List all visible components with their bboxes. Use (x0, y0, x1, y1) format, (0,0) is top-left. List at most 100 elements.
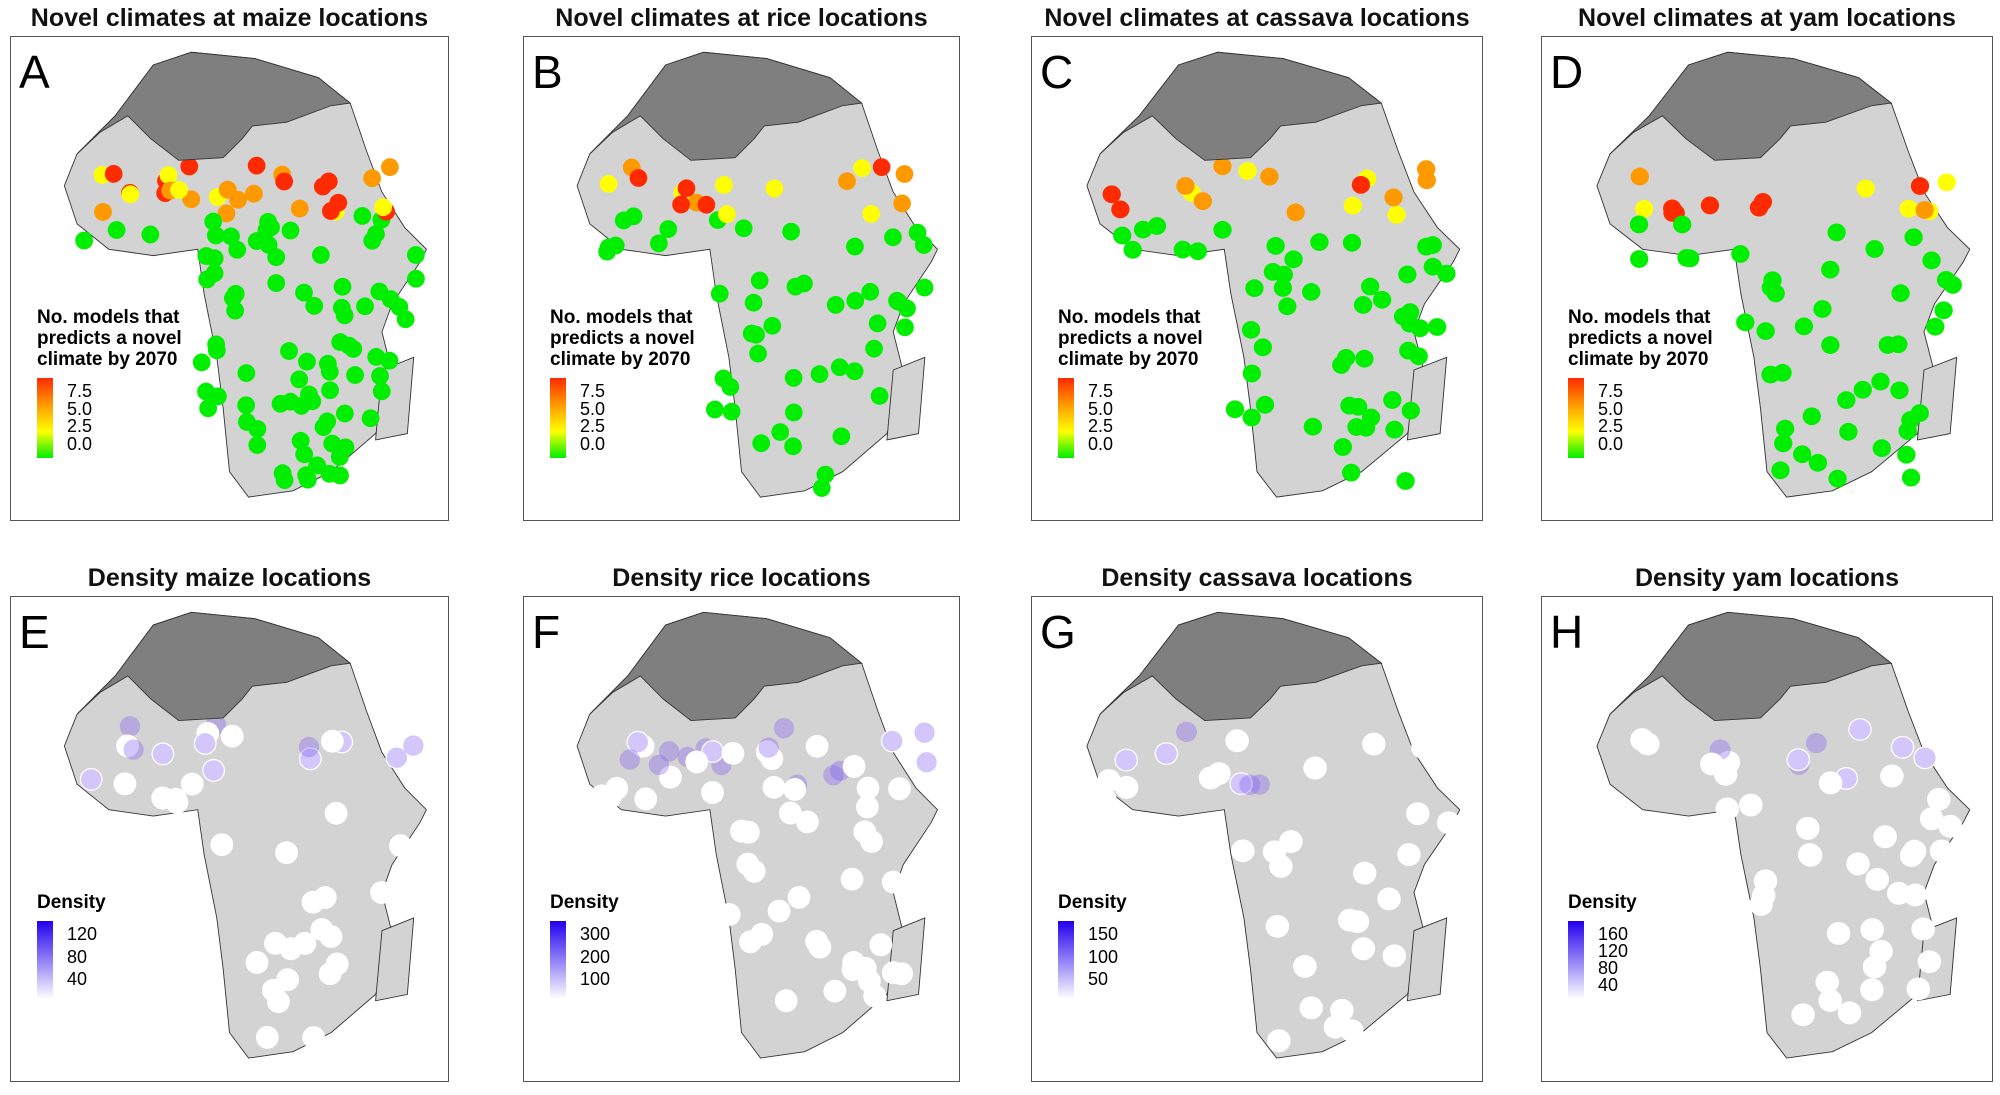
climate-cell (1400, 314, 1419, 333)
legend-tick-label: 2.5 (580, 416, 606, 436)
density-cell (1269, 854, 1293, 878)
climate-cell (830, 358, 849, 377)
climate-cell (915, 278, 934, 297)
climate-cell (267, 248, 286, 267)
legend-tick-label: 0.0 (1598, 433, 1624, 454)
climate-cell (372, 382, 391, 401)
density-cell (1739, 793, 1763, 817)
climate-cell (865, 339, 883, 358)
density-cell (245, 951, 269, 974)
density-cell (298, 747, 322, 771)
climate-cell (1347, 418, 1366, 436)
density-cell (762, 775, 786, 799)
north-africa-region (76, 51, 352, 161)
climate-cell (782, 222, 800, 241)
north-africa-region (1609, 51, 1893, 161)
legend-tick-label: 80 (67, 946, 88, 967)
climate-cell (1351, 175, 1371, 194)
climate-cell (75, 231, 94, 250)
climate-cell (1663, 199, 1682, 218)
legend-tick-label: 50 (1088, 969, 1109, 990)
climate-cell (614, 211, 633, 230)
climate-cell (314, 418, 333, 437)
climate-cell (1872, 439, 1891, 458)
density-cell (1154, 742, 1179, 765)
climate-cell (1775, 419, 1795, 438)
climate-cell (1943, 275, 1962, 294)
climate-cell (1343, 196, 1362, 215)
panel-title: Novel climates at rice locations (555, 4, 928, 32)
density-cell (1751, 884, 1776, 908)
north-africa-region (1099, 611, 1383, 722)
climate-cell (257, 221, 276, 240)
density-cell (1229, 772, 1253, 796)
density-cell (1846, 852, 1870, 876)
climate-cell (889, 292, 908, 311)
density-cell (1791, 1003, 1815, 1027)
climate-cell (291, 431, 310, 450)
climate-cell (1635, 200, 1654, 218)
climate-cell (838, 172, 856, 191)
climate-cell (826, 295, 845, 314)
africa-map (1086, 611, 1461, 1059)
climate-cell (914, 236, 933, 254)
density-cell (1913, 746, 1937, 770)
density-cell (1265, 914, 1290, 938)
density-cell (634, 787, 658, 811)
climate-cell (1865, 240, 1884, 258)
density-hotspot (1175, 721, 1197, 743)
legend-title: climate by 2070 (1568, 349, 1709, 370)
climate-cell (1303, 417, 1323, 436)
density-cell (750, 922, 774, 946)
legend-title: predicts a novel (550, 328, 695, 349)
density-hotspot (882, 730, 903, 752)
climate-cell (318, 354, 337, 373)
density-cell (823, 979, 847, 1003)
density-cell (855, 795, 879, 819)
climate-cell (209, 387, 227, 406)
density-cell (659, 765, 682, 789)
density-cell (774, 989, 798, 1013)
density-hotspot (1248, 774, 1270, 795)
climate-cell (862, 205, 880, 223)
climate-cell (1828, 469, 1847, 488)
panel-letter: A (19, 46, 50, 98)
legend-tick-label: 120 (1598, 941, 1629, 961)
map-panel-a: A No. models that predicts a novel climate … (10, 36, 449, 521)
density-hotspot (1914, 747, 1936, 768)
density-cell (1377, 887, 1401, 911)
density-cell (1947, 889, 1971, 913)
climate-cell (1904, 228, 1923, 247)
density-cell (755, 740, 779, 764)
climate-cell (1794, 317, 1814, 336)
climate-cell (1123, 240, 1142, 259)
climate-cell (335, 404, 354, 423)
density-cell (202, 758, 226, 782)
climate-cell (784, 403, 803, 422)
density-cell (310, 918, 334, 941)
climate-cell (1353, 296, 1373, 314)
density-cell (1837, 1001, 1862, 1025)
density-cell (1219, 963, 1243, 987)
climate-cell (786, 277, 805, 296)
density-cell (1279, 830, 1303, 854)
legend: Density 300 200 100 (550, 892, 619, 999)
density-cell (1713, 762, 1738, 786)
climate-cell (750, 271, 769, 290)
legend-colorbar (550, 921, 566, 999)
climate-cell (1417, 160, 1436, 179)
density-hotspot (648, 754, 669, 776)
climate-cell (734, 219, 753, 238)
climate-cell (1213, 220, 1232, 239)
climate-cell (329, 193, 348, 212)
climate-cell (199, 399, 218, 418)
legend-colorbar (1058, 378, 1074, 458)
climate-cell (1242, 364, 1262, 383)
density-cell (787, 885, 811, 909)
climate-cell (141, 225, 160, 244)
density-cell (598, 785, 622, 809)
climate-cell (870, 387, 889, 405)
climate-cell (331, 466, 349, 485)
climate-cell (197, 247, 216, 265)
climate-cell (363, 169, 382, 188)
